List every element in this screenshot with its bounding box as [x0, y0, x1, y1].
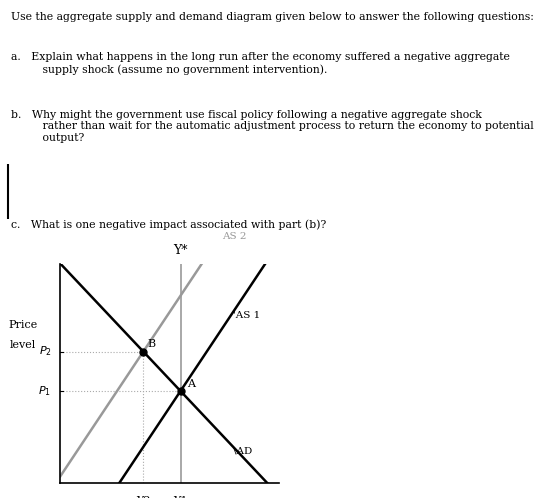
Text: b.   Why might the government use fiscal policy following a negative aggregate s: b. Why might the government use fiscal p… [11, 110, 534, 143]
Text: $P_2$: $P_2$ [39, 345, 51, 359]
Text: A: A [187, 379, 195, 389]
Text: Y*: Y* [173, 245, 188, 257]
Text: Y2: Y2 [136, 496, 150, 498]
Text: $P_1$: $P_1$ [38, 384, 51, 398]
Text: c.   What is one negative impact associated with part (b)?: c. What is one negative impact associate… [11, 219, 326, 230]
Text: a.   Explain what happens in the long run after the economy suffered a negative : a. Explain what happens in the long run … [11, 52, 510, 75]
Text: AS 2: AS 2 [222, 232, 247, 241]
Text: level: level [10, 340, 36, 350]
Text: \AD: \AD [233, 447, 252, 456]
Text: Price: Price [8, 320, 38, 330]
Text: 'AS 1: 'AS 1 [233, 311, 260, 320]
Text: B: B [148, 340, 156, 350]
Text: Y1: Y1 [173, 496, 188, 498]
Text: Use the aggregate supply and demand diagram given below to answer the following : Use the aggregate supply and demand diag… [11, 12, 534, 22]
